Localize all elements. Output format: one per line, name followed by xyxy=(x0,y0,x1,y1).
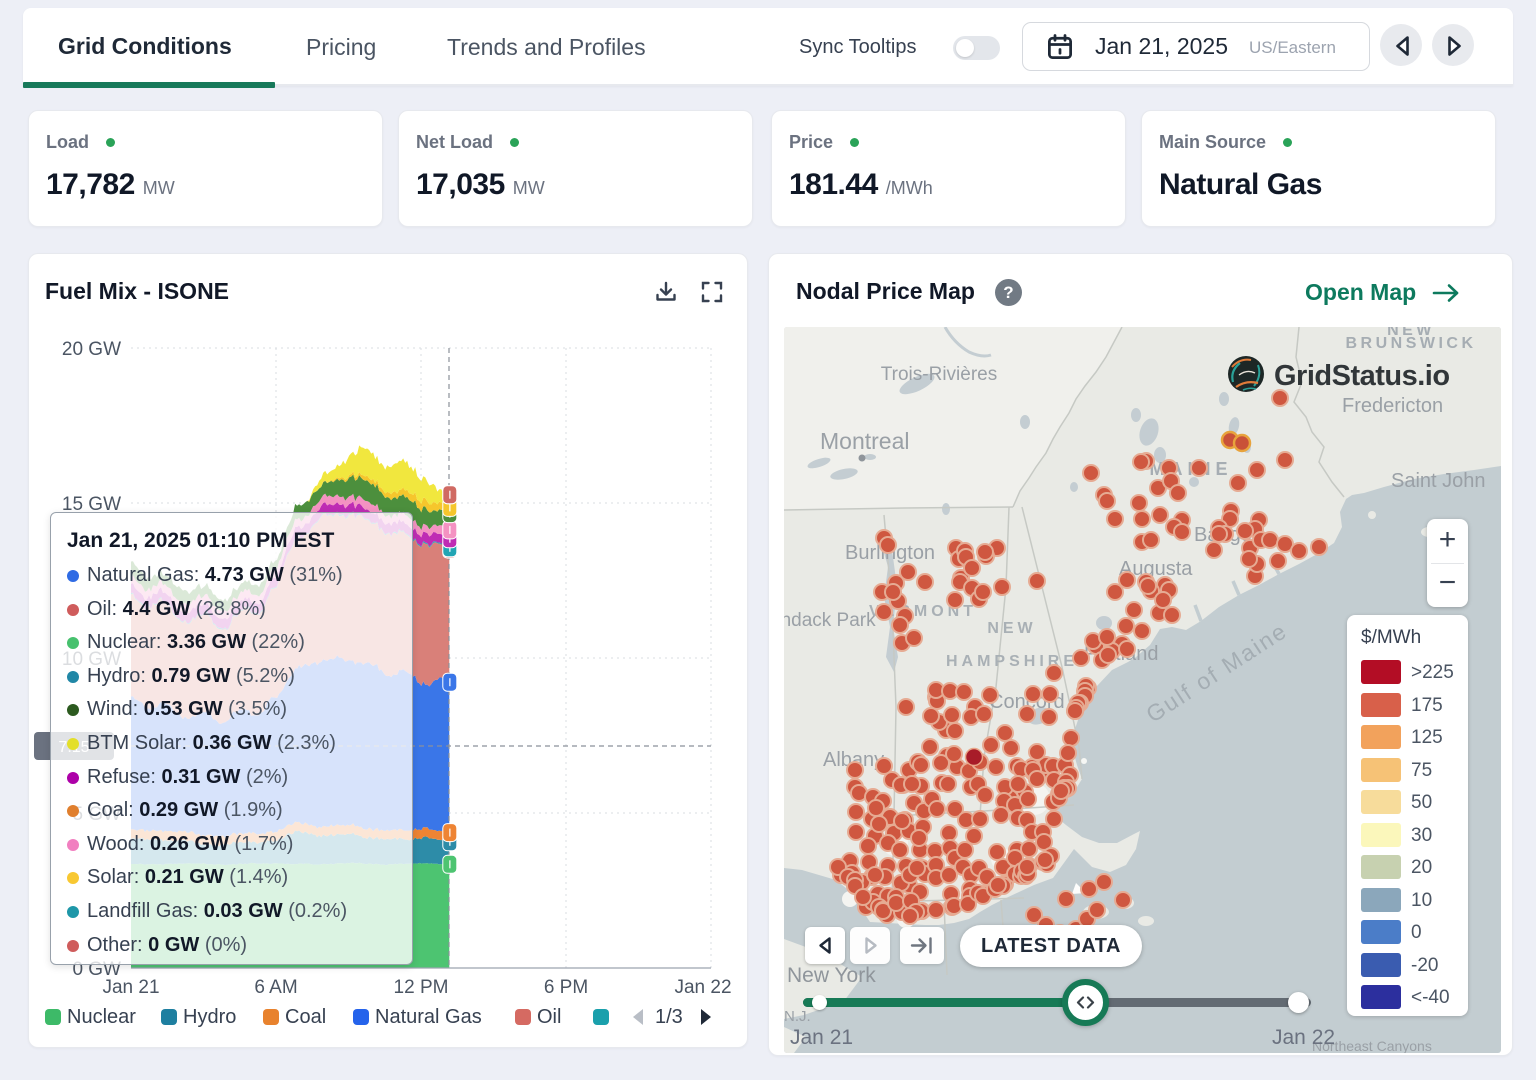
svg-text:ondack Park: ondack Park xyxy=(784,610,876,631)
svg-text:12 PM: 12 PM xyxy=(394,977,449,998)
svg-text:Albany: Albany xyxy=(823,749,884,771)
svg-text:Northeast Canyons: Northeast Canyons xyxy=(1312,1038,1432,1053)
svg-text:GridStatus.io: GridStatus.io xyxy=(1274,360,1450,392)
svg-text:6 PM: 6 PM xyxy=(544,977,588,998)
svg-text:New York: New York xyxy=(787,964,876,987)
svg-text:NEW: NEW xyxy=(1387,327,1435,339)
svg-text:Saint John: Saint John xyxy=(1391,470,1486,492)
svg-text:20 GW: 20 GW xyxy=(62,339,121,360)
svg-text:15 GW: 15 GW xyxy=(62,494,121,515)
svg-text:HAMPSHIRE: HAMPSHIRE xyxy=(946,653,1078,670)
svg-text:Fredericton: Fredericton xyxy=(1342,395,1443,417)
svg-text:Jan 21: Jan 21 xyxy=(102,977,159,998)
svg-text:Augusta: Augusta xyxy=(1119,558,1193,580)
svg-text:NEW: NEW xyxy=(987,620,1036,637)
svg-text:Trois-Rivières: Trois-Rivières xyxy=(881,364,997,385)
svg-text:BRUNSWICK: BRUNSWICK xyxy=(1345,335,1476,352)
svg-text:Montreal: Montreal xyxy=(820,428,909,454)
svg-text:Jan 22: Jan 22 xyxy=(674,977,731,998)
svg-text:N.J.: N.J. xyxy=(784,1008,811,1025)
svg-text:6 AM: 6 AM xyxy=(254,977,297,998)
